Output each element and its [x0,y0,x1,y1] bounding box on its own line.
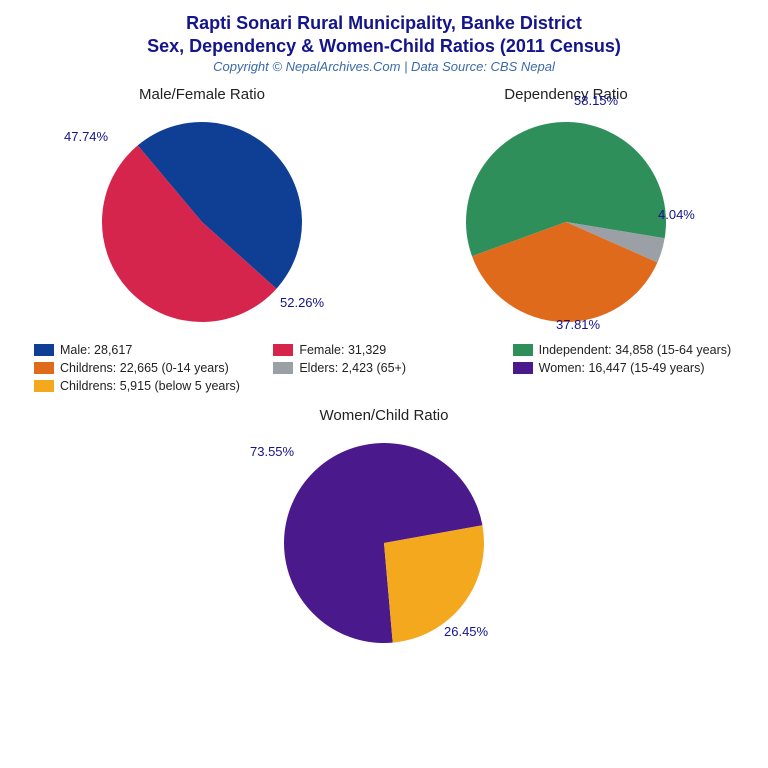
legend-text: Women: 16,447 (15-49 years) [539,361,705,375]
legend: Male: 28,617 Female: 31,329 Independent: 3… [34,343,734,393]
legend-swatch [513,362,533,374]
chart1-pie-wrap: 47.74% 52.26% [72,107,332,337]
chart1-title: Male/Female Ratio [139,86,265,103]
legend-item: Male: 28,617 [34,343,255,357]
legend-item: Childrens: 22,665 (0-14 years) [34,361,255,375]
chart-male-female: Male/Female Ratio 47.74% 52.26% [72,86,332,337]
legend-item: Childrens: 5,915 (below 5 years) [34,379,255,393]
legend-item: Women: 16,447 (15-49 years) [513,361,734,375]
chart3-pie-wrap: 73.55% 26.45% [244,428,524,658]
chart2-label-1: 4.04% [658,207,695,222]
top-charts-row: Male/Female Ratio 47.74% 52.26% Dependen… [20,86,748,337]
legend-text: Male: 28,617 [60,343,132,357]
legend-item: Female: 31,329 [273,343,494,357]
chart3-title: Women/Child Ratio [320,407,449,424]
chart1-label-0: 47.74% [64,129,108,144]
legend-text: Childrens: 22,665 (0-14 years) [60,361,229,375]
chart2-pie-wrap: 58.15% 4.04% 37.81% [436,107,696,337]
legend-swatch [34,344,54,356]
chart3-label-1: 26.45% [444,624,488,639]
legend-item: Elders: 2,423 (65+) [273,361,494,375]
legend-text: Childrens: 5,915 (below 5 years) [60,379,240,393]
legend-item: Independent: 34,858 (15-64 years) [513,343,734,357]
legend-text: Female: 31,329 [299,343,386,357]
legend-swatch [273,362,293,374]
legend-swatch [513,344,533,356]
title-block: Rapti Sonari Rural Municipality, Banke D… [20,12,748,74]
subtitle: Copyright © NepalArchives.Com | Data Sou… [20,59,748,74]
legend-swatch [34,380,54,392]
chart2-label-0: 58.15% [574,93,618,108]
chart-women-child: Women/Child Ratio 73.55% 26.45% [244,407,524,658]
chart1-pie [102,122,302,322]
chart1-label-1: 52.26% [280,295,324,310]
legend-text: Elders: 2,423 (65+) [299,361,406,375]
title-line-2: Sex, Dependency & Women-Child Ratios (20… [20,35,748,58]
chart3-label-0: 73.55% [250,444,294,459]
chart2-pie [466,122,666,322]
bottom-chart-row: Women/Child Ratio 73.55% 26.45% [20,407,748,658]
title-line-1: Rapti Sonari Rural Municipality, Banke D… [20,12,748,35]
legend-text: Independent: 34,858 (15-64 years) [539,343,732,357]
infographic-container: Rapti Sonari Rural Municipality, Banke D… [0,0,768,768]
legend-swatch [34,362,54,374]
chart2-label-2: 37.81% [556,317,600,332]
chart-dependency: Dependency Ratio 58.15% 4.04% 37.81% [436,86,696,337]
chart3-pie [284,443,484,643]
legend-swatch [273,344,293,356]
